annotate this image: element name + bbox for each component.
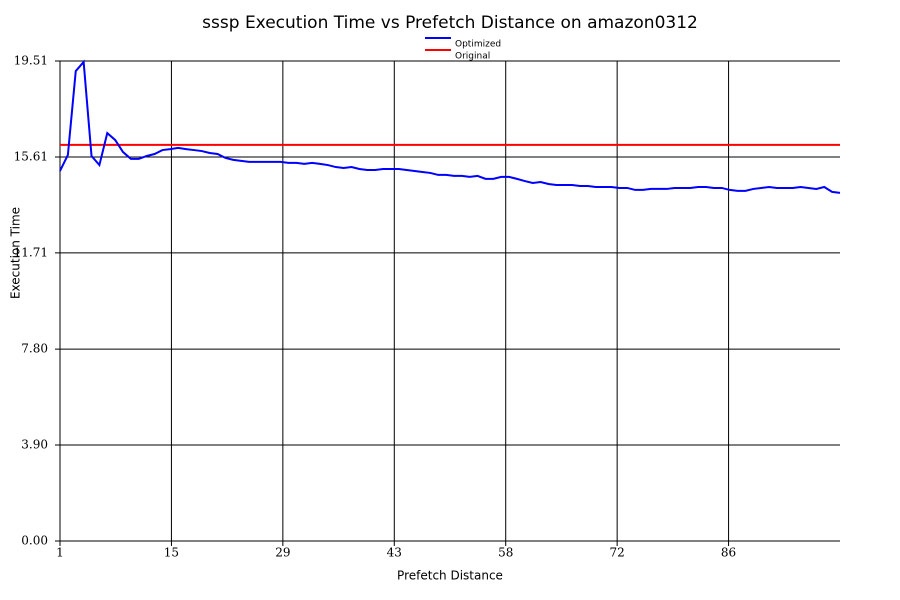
x-tick-label: 72: [610, 546, 625, 560]
x-tick-label: 58: [498, 546, 513, 560]
y-tick-label: 15.61: [14, 149, 48, 163]
x-tick-label: 29: [275, 546, 290, 560]
legend-label: Optimized: [455, 40, 501, 50]
legend-label: Original: [455, 52, 490, 62]
x-tick-label: 1: [56, 546, 64, 560]
y-tick-label: 3.90: [21, 438, 48, 452]
chart-title: sssp Execution Time vs Prefetch Distance…: [202, 13, 698, 33]
y-tick-label: 7.80: [21, 342, 48, 356]
y-axis-label: Execution Time: [9, 207, 23, 299]
y-tick-label: 19.51: [14, 54, 48, 68]
x-axis-label: Prefetch Distance: [397, 569, 503, 583]
y-tick-label: 11.71: [14, 245, 48, 259]
x-tick-label: 86: [721, 546, 736, 560]
x-tick-label: 15: [164, 546, 179, 560]
y-tick-label: 0.00: [21, 534, 48, 548]
data-line: [59, 59, 841, 194]
x-tick-label: 43: [387, 546, 402, 560]
